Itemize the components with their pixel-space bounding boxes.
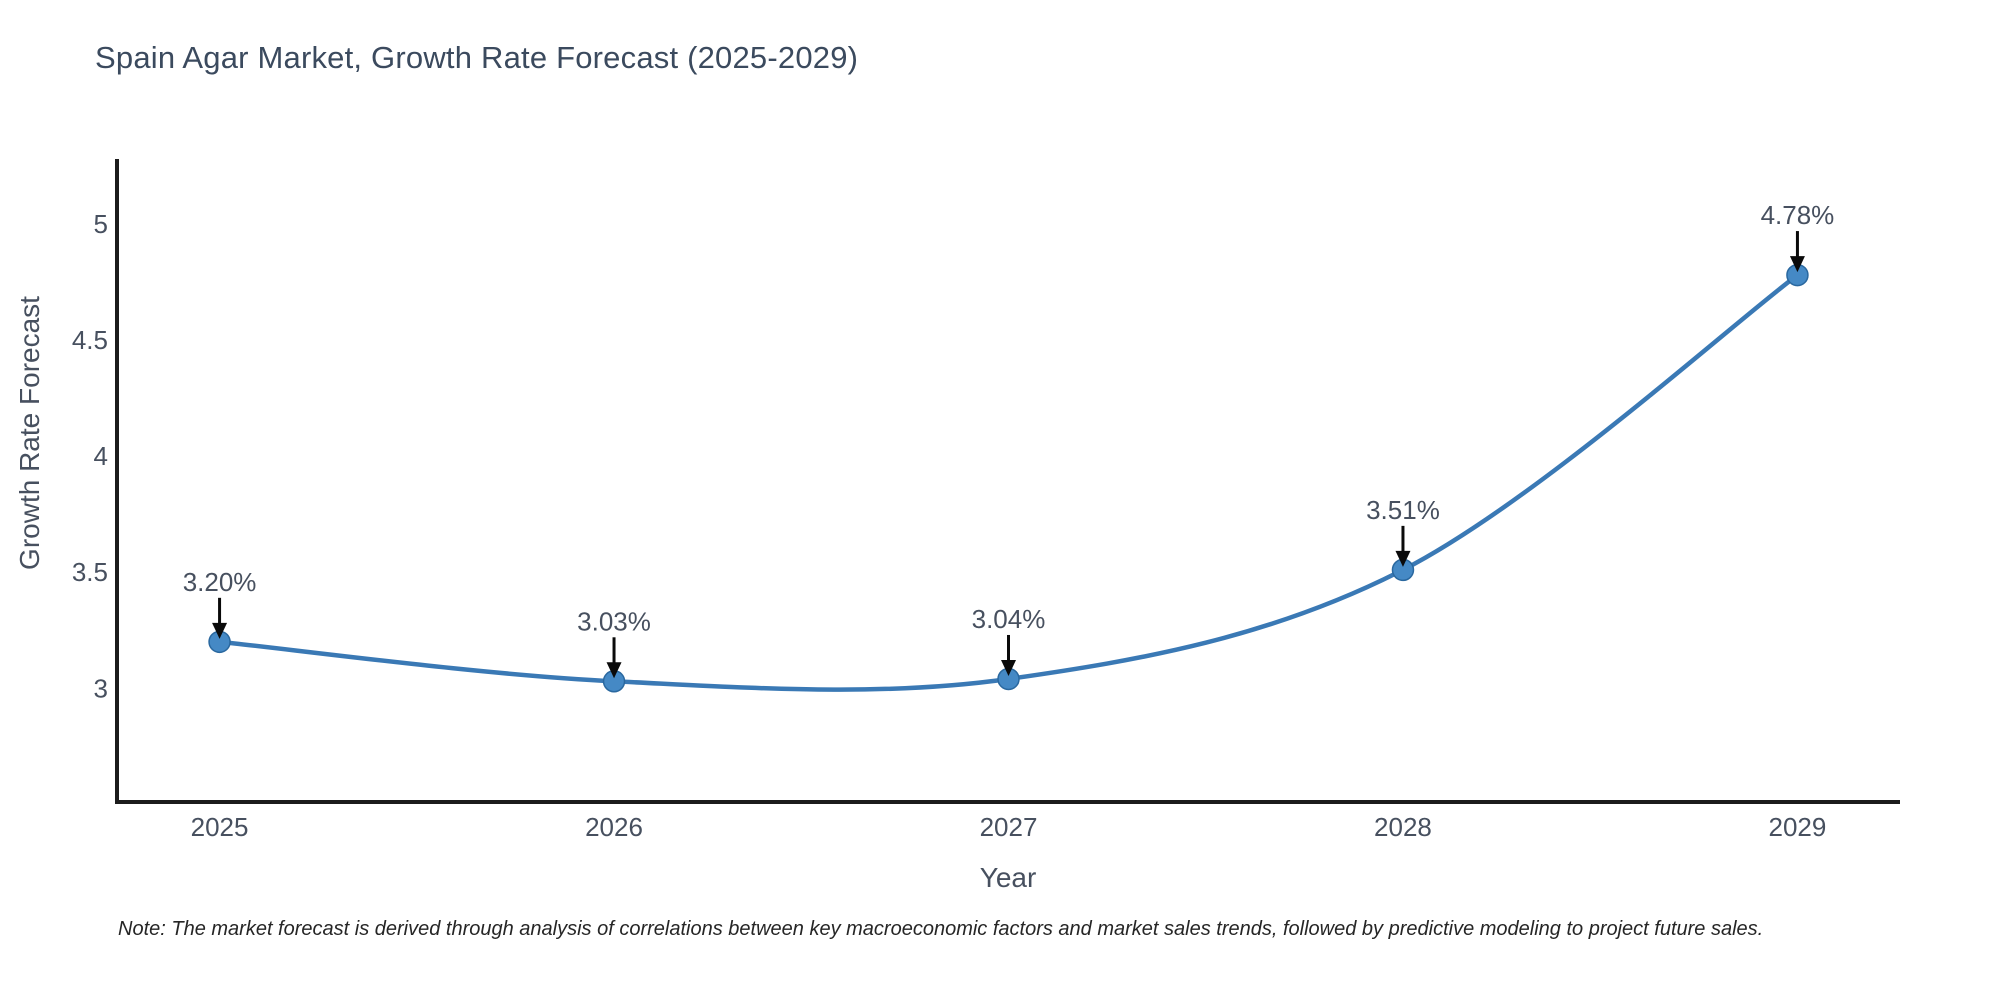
y-tick-label: 3 [94,673,108,703]
annotation-arrow-head [1789,256,1805,273]
y-tick-label: 4 [94,441,108,471]
data-point-label: 4.78% [1761,200,1835,230]
annotation-arrow-head [606,662,622,679]
data-point-label: 3.03% [577,606,651,636]
x-tick-label: 2026 [585,812,643,842]
x-tick-label: 2025 [191,812,249,842]
annotation-arrow-head [1395,550,1411,567]
x-tick-label: 2028 [1374,812,1432,842]
y-tick-label: 5 [94,209,108,239]
data-point-label: 3.20% [183,567,257,597]
x-axis-title: Year [979,862,1037,893]
annotation-arrow-head [212,622,228,639]
x-tick-label: 2027 [980,812,1038,842]
y-tick-label: 4.5 [72,325,108,355]
annotation-arrow-head [1001,659,1016,676]
x-tick-label: 2029 [1769,812,1827,842]
data-point-label: 3.51% [1366,495,1440,525]
y-tick-label: 3.5 [72,557,108,587]
footnote: Note: The market forecast is derived thr… [118,918,1764,940]
chart-title: Spain Agar Market, Growth Rate Forecast … [95,40,859,75]
data-point-label: 3.04% [972,604,1046,634]
forecast-line [217,272,1800,692]
